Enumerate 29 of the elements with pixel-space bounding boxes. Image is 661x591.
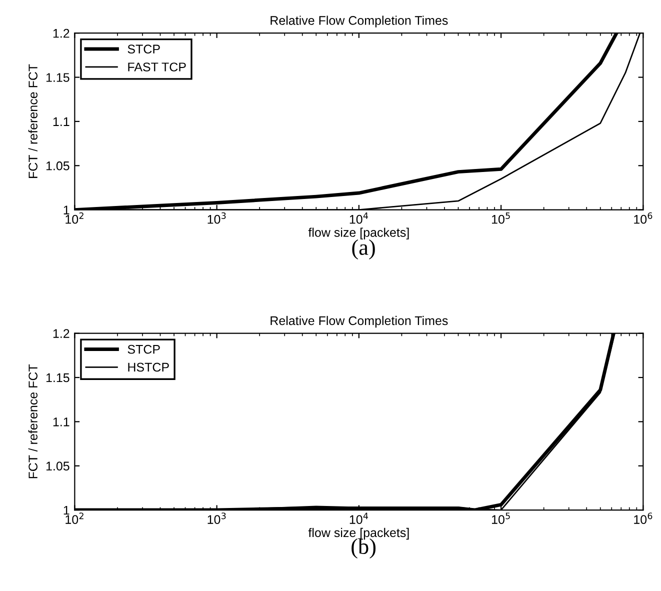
- y-tick-label: 1.15: [46, 73, 70, 82]
- y-axis-title: FCT / reference FCT: [28, 364, 38, 478]
- y-tick-label: 1: [64, 506, 70, 515]
- y-tick-label: 1: [64, 206, 70, 214]
- x-tick-label: 10$^{4}$: [350, 512, 368, 524]
- x-tick-label: 10$^{3}$: [208, 512, 226, 524]
- x-axis-title: flow size [packets]: [308, 228, 409, 240]
- x-tick-label: 10$^{5}$: [492, 512, 510, 524]
- x-tick-label: 10$^{6}$: [634, 512, 652, 524]
- y-tick-label: 1.05: [46, 462, 70, 471]
- legend-label: FAST TCP: [128, 62, 186, 72]
- y-axis-title: FCT / reference FCT: [28, 64, 38, 178]
- legend-label: HSTCP: [128, 362, 169, 372]
- y-tick-label: 1.1: [53, 117, 70, 126]
- chart-title: Relative Flow Completion Times: [270, 16, 448, 28]
- y-tick-label: 1.1: [53, 418, 70, 426]
- y-tick-label: 1.05: [46, 161, 70, 170]
- text: (b): [352, 538, 376, 559]
- y-tick-label: 1.15: [46, 373, 70, 382]
- x-tick-label: 10$^{5}$: [492, 212, 510, 224]
- y-tick-label: 1.2: [53, 28, 70, 38]
- chart-title: Relative Flow Completion Times: [270, 316, 448, 328]
- x-tick-label: 10$^{3}$: [208, 212, 226, 224]
- y-tick-label: 1.2: [53, 329, 70, 338]
- legend-label: STCP: [128, 44, 160, 54]
- x-tick-label: 10$^{4}$: [350, 212, 368, 224]
- legend-label: STCP: [128, 344, 160, 354]
- text: (a): [352, 239, 375, 260]
- x-tick-label: 10$^{6}$: [634, 212, 652, 224]
